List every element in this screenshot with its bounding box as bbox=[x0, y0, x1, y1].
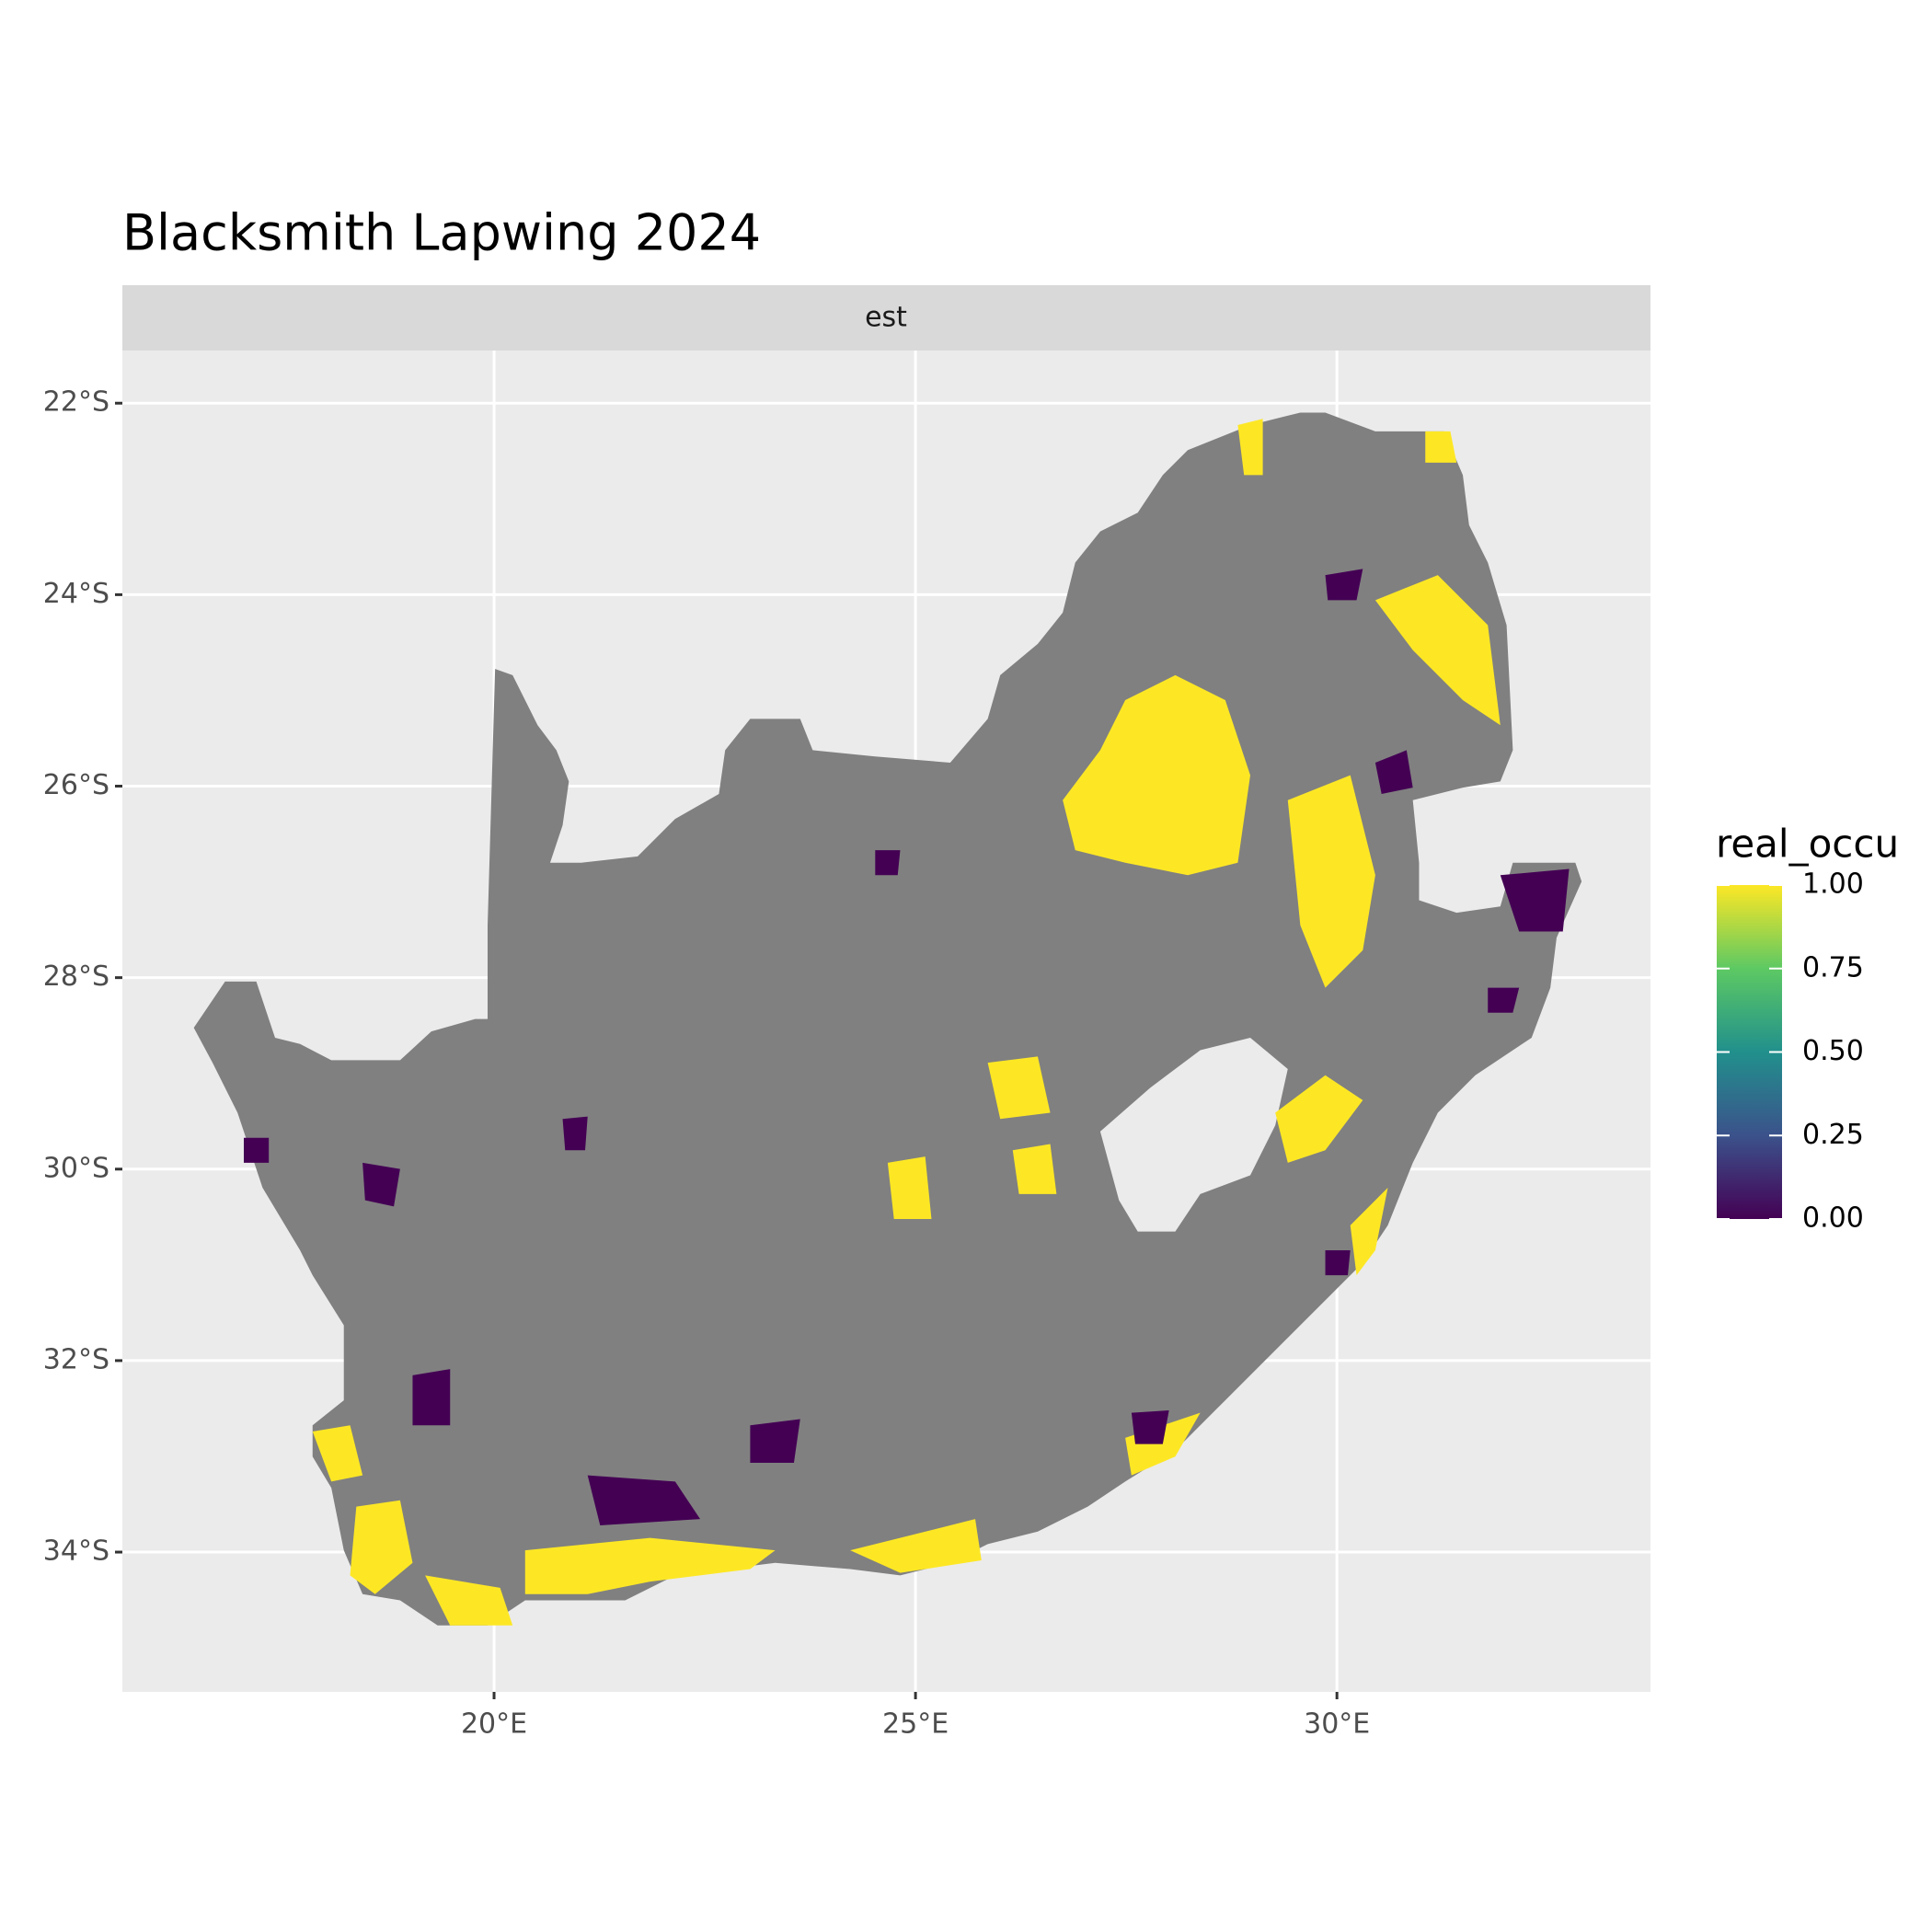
y-tick-label: 32°S bbox=[43, 1343, 109, 1375]
legend-title: real_occu bbox=[1716, 822, 1899, 867]
axes: 20°E 25°E 30°E 22°S 24°S 26°S 28°S 30°S 32°S 34°S bbox=[43, 386, 1370, 1741]
country bbox=[193, 412, 1582, 1626]
y-tick-label: 22°S bbox=[43, 386, 109, 419]
chart-title: Blacksmith Lapwing 2024 bbox=[122, 204, 761, 262]
legend-tick-label: 0.00 bbox=[1802, 1202, 1864, 1235]
map bbox=[193, 412, 1582, 1626]
legend-tick-label: 1.00 bbox=[1802, 868, 1864, 901]
y-tick-label: 28°S bbox=[43, 960, 109, 993]
low-occupancy-areas bbox=[244, 569, 1570, 1525]
x-tick-label: 30°E bbox=[1304, 1708, 1370, 1741]
facet-label: est bbox=[865, 302, 907, 334]
x-tick-label: 20°E bbox=[461, 1708, 527, 1741]
legend: 0.00 0.25 0.50 0.75 1.00 bbox=[1717, 868, 1864, 1235]
legend-tick-label: 0.25 bbox=[1802, 1119, 1864, 1151]
x-tick-label: 25°E bbox=[882, 1708, 949, 1741]
facet-strip bbox=[122, 285, 1650, 351]
lesotho bbox=[1099, 1037, 1288, 1232]
y-tick-label: 30°S bbox=[43, 1152, 109, 1184]
y-tick-label: 26°S bbox=[43, 769, 109, 801]
y-tick-label: 34°S bbox=[43, 1535, 109, 1568]
legend-tick-label: 0.50 bbox=[1802, 1035, 1864, 1067]
y-tick-label: 24°S bbox=[43, 578, 109, 610]
high-occupancy-areas bbox=[312, 419, 1501, 1626]
legend-tick-label: 0.75 bbox=[1802, 951, 1864, 983]
